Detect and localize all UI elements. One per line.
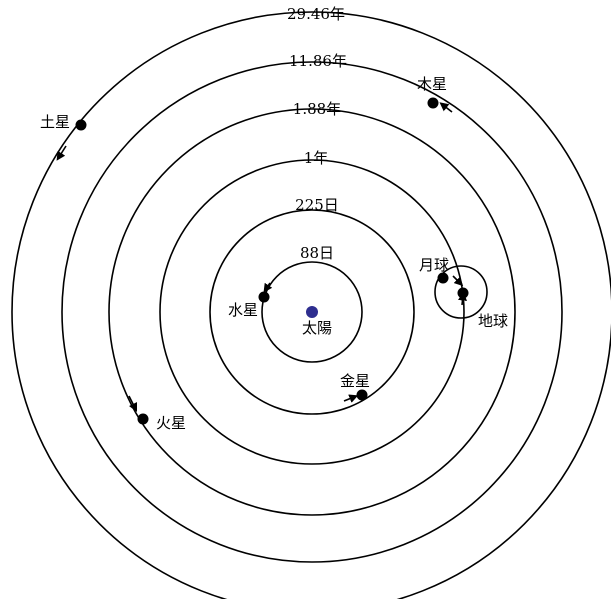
moon-direction-arrow — [452, 275, 464, 287]
moon-label: 月球 — [419, 256, 449, 274]
earth-dot — [457, 287, 469, 299]
saturn-period-label: 29.46年 — [287, 5, 345, 23]
venus-period-label: 225日 — [295, 196, 339, 214]
mercury-period-label: 88日 — [300, 244, 334, 262]
mercury-label: 水星 — [228, 301, 258, 319]
saturn-label: 土星 — [40, 113, 70, 131]
saturn-direction-arrow — [56, 145, 67, 161]
moon-dot — [437, 272, 449, 284]
sun-dot — [306, 306, 318, 318]
venus-dot — [356, 389, 368, 401]
earth-label: 地球 — [478, 312, 508, 330]
moon-orbit — [434, 265, 488, 319]
sun-label: 太陽 — [302, 319, 332, 337]
jupiter-dot — [427, 97, 439, 109]
mercury-dot — [258, 291, 270, 303]
mercury-orbit — [261, 261, 363, 363]
venus-direction-arrow — [343, 394, 359, 403]
saturn-dot — [75, 119, 87, 131]
jupiter-label: 木星 — [417, 75, 447, 93]
jupiter-period-label: 11.86年 — [289, 52, 347, 70]
earth-orbit — [159, 159, 465, 465]
jupiter-direction-arrow — [439, 102, 453, 113]
mercury-direction-arrow — [263, 282, 273, 293]
mars-dot — [137, 413, 149, 425]
venus-label: 金星 — [340, 372, 370, 390]
saturn-orbit — [11, 11, 611, 599]
jupiter-orbit — [61, 61, 563, 563]
venus-orbit — [209, 209, 415, 415]
mars-direction-arrow — [128, 395, 138, 413]
mars-label: 火星 — [156, 414, 186, 432]
mars-period-label: 1.88年 — [293, 100, 341, 118]
mars-orbit — [108, 108, 516, 516]
earth-period-label: 1年 — [304, 149, 329, 167]
